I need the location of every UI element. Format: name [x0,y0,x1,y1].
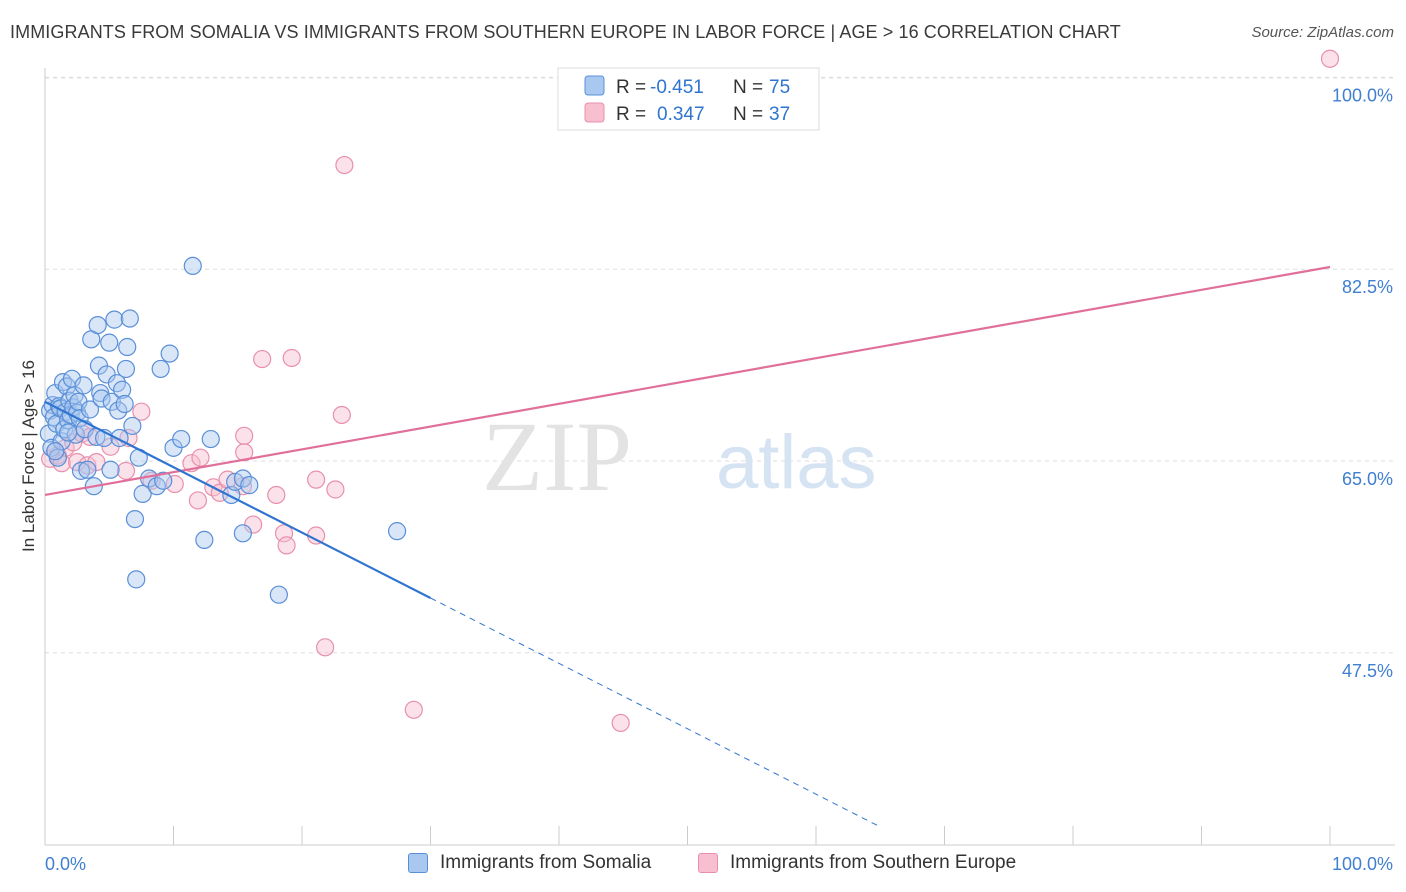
somalia-point [115,394,134,414]
somalia-point [240,476,259,495]
somalia-point [101,460,120,479]
europe-point [404,700,423,719]
y-tick-label: 100.0% [1332,85,1393,105]
somalia-trend-extension [430,597,881,828]
somalia-point [151,359,170,379]
somalia-point [183,256,202,276]
europe-point [165,474,184,494]
legend-n-label: N = [733,104,763,125]
trend-layer [44,265,1331,828]
legend-swatch-europe [584,102,605,123]
somalia-point [233,469,252,488]
europe-point [1320,49,1340,68]
axis-layer: 47.5% 65.0% 82.5% 100.0% 0.0% 100.0% [44,68,1395,874]
y-tick-label: 47.5% [1342,661,1393,681]
europe-point [282,348,301,368]
somalia-point [109,401,128,420]
europe-point [267,485,286,505]
europe-point [132,402,151,421]
legend-n-value: 75 [769,77,790,98]
europe-point [326,480,345,499]
europe-point [235,426,254,445]
europe-point [332,405,351,425]
legend-r-label: R = [616,77,646,98]
somalia-point [78,460,97,479]
somalia-point [92,389,111,408]
legend-label-somalia: Immigrants from Somalia [440,852,652,873]
chart-title: IMMIGRANTS FROM SOMALIA VS IMMIGRANTS FR… [10,22,1121,42]
legend-r-value: -0.451 [650,77,704,98]
europe-point [316,638,335,657]
watermark: ZIP atlas [482,401,877,512]
somalia-point [120,309,139,328]
somalia-point [71,461,91,480]
somalia-point [133,484,152,503]
somalia-points [39,256,407,604]
somalia-point [387,522,407,541]
somalia-point [123,416,142,436]
grid-layer [45,76,1395,654]
europe-point [611,713,630,733]
somalia-point [201,429,220,449]
somalia-point [127,570,146,589]
europe-point [335,155,354,175]
somalia-point [112,380,132,399]
somalia-point [125,509,145,529]
somalia-point [160,344,179,363]
legend-r-label: R = [616,104,646,125]
y-tick-label: 65.0% [1342,469,1393,489]
legend-item-somalia: Immigrants from Somalia [408,852,651,874]
europe-point [68,452,87,472]
somalia-point [195,530,214,550]
europe-point [253,349,272,369]
x-tick-label: 100.0% [1332,854,1393,874]
y-tick-label: 82.5% [1342,277,1393,297]
somalia-point [116,359,136,379]
legend-swatch-somalia [408,853,428,873]
somalia-point [74,376,93,395]
somalia-point [269,585,288,604]
watermark-zip: ZIP [482,401,632,512]
somalia-point [154,471,173,490]
somalia-point [105,310,124,329]
somalia-point [59,423,78,442]
europe-point [116,461,136,480]
legend-top: R = -0.451 N = 75 R = 0.347 N = 37 [557,67,820,131]
europe-points [41,49,1340,733]
legend-r-value: 0.347 [657,104,705,125]
somalia-point [100,333,119,352]
source-label: Source: ZipAtlas.com [1251,24,1394,41]
legend-swatch-somalia [584,75,605,96]
somalia-point [80,400,100,419]
europe-point [307,470,326,489]
x-tick-label: 0.0% [45,854,86,874]
europe-point [191,448,210,467]
somalia-trend-line [44,400,431,599]
somalia-point [88,315,107,335]
watermark-atlas: atlas [716,420,877,505]
legend-label-europe: Immigrants from Southern Europe [730,852,1017,873]
legend-bottom: Immigrants from Somalia Immigrants from … [0,850,1406,880]
europe-point [307,526,326,545]
europe-point [188,491,208,510]
legend-n-value: 37 [769,104,790,125]
legend-item-europe: Immigrants from Southern Europe [698,852,1016,874]
somalia-point [233,524,252,543]
legend-n-label: N = [733,77,763,98]
legend-swatch-europe [698,853,718,873]
somalia-point [118,337,137,357]
europe-trend-line [44,265,1331,497]
y-axis-title: In Labor Force | Age > 16 [19,360,38,552]
europe-point [277,536,296,555]
somalia-point [172,429,191,449]
somalia-point [46,442,65,461]
